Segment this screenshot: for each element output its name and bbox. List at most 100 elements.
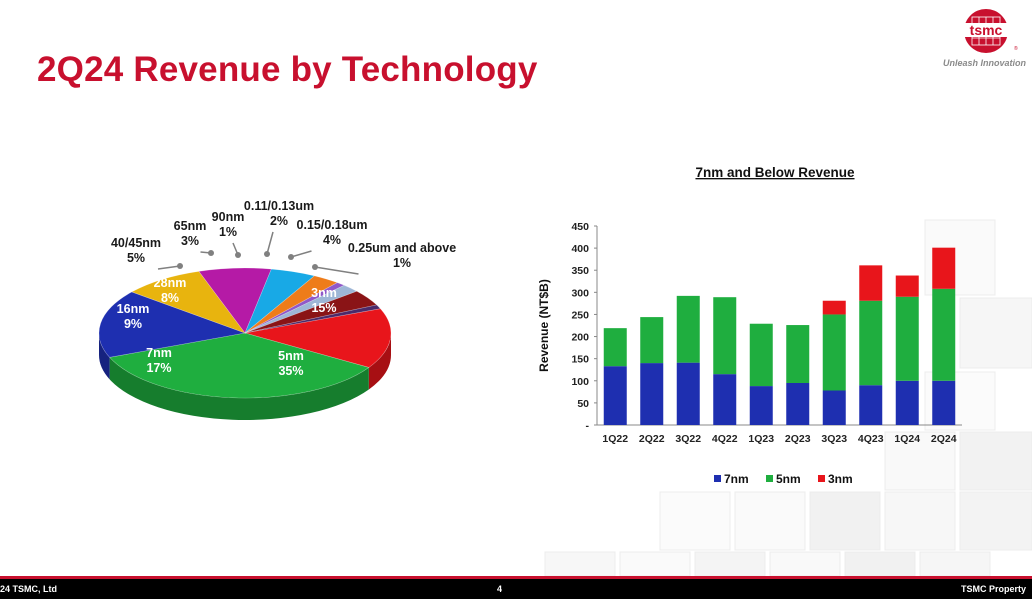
y-tick-label: 350 [571,265,589,277]
bar-3nm-2q24 [932,247,956,289]
pie-leader-0-25um-and-above [314,266,359,275]
pie-leader-dot-65nm [208,250,214,256]
bar-7nm-4q22 [713,374,737,425]
pie-value-28nm: 8% [161,291,179,305]
pie-side-3nm [368,333,391,390]
pie-value-40-45nm: 5% [127,251,145,265]
pie-label-0-15-0-18um: 0.15/0.18um [297,218,368,232]
pie-side-7nm [99,333,110,380]
pie-value-65nm: 3% [181,234,199,248]
y-tick-label: 100 [571,376,589,388]
y-tick-label: 150 [571,354,589,366]
bar-5nm-2q24 [932,288,956,381]
pie-value-5nm: 35% [278,364,303,378]
pie-value-16nm: 9% [124,317,142,331]
pie-label-3nm: 3nm [311,286,337,300]
y-tick-label: - [586,420,590,432]
y-tick-label: 400 [571,243,589,255]
pie-slice-65nm [244,275,339,334]
pie-label-7nm: 7nm [146,346,172,360]
bar-chart-title: 7nm and Below Revenue [695,165,855,180]
legend-swatch-5nm [766,475,773,482]
bar-7nm-4q23 [859,385,883,425]
pie-label-0-25um-and-above: 0.25um and above [348,241,456,255]
pie-slice-3nm [244,308,392,368]
bar-5nm-3q23 [822,314,846,391]
bar-5nm-3q22 [676,295,700,363]
bar-7nm-1q24 [895,380,919,425]
pie-value-3nm: 15% [311,301,336,315]
pie-label-0-11-0-13um: 0.11/0.13um [244,199,314,213]
x-tick-label: 4Q23 [858,433,884,445]
pie-label-90nm: 90nm [212,210,245,224]
bar-5nm-1q22 [603,328,627,367]
slide-title: 2Q24 Revenue by Technology [37,50,538,89]
pie-value-0-25um-and-above: 1% [393,256,411,270]
bar-5nm-2q22 [640,317,664,364]
bar-3nm-1q24 [895,275,919,297]
pie-slice-28nm [198,267,272,334]
tsmc-logo-icon: tsmc ® [962,9,1018,53]
bar-5nm-4q22 [713,297,737,375]
pie-slice-90nm [244,282,345,334]
pie-leader-0-11-0-13um [266,231,274,255]
pie-label-28nm: 28nm [154,276,187,290]
pie-slice-7nm [98,291,247,358]
x-tick-label: 2Q23 [785,433,811,445]
bar-7nm-1q22 [603,366,627,425]
y-tick-label: 250 [571,309,589,321]
legend-label-7nm: 7nm [724,472,749,486]
pie-value-0-15-0-18um: 4% [323,233,341,247]
x-tick-label: 1Q24 [894,433,920,445]
pie-label-40-45nm: 40/45nm [111,236,161,250]
pie-leader-dot-90nm [235,252,241,258]
legend-label-3nm: 3nm [828,472,853,486]
pie-label-65nm: 65nm [174,219,207,233]
pie-value-7nm: 17% [146,361,171,375]
logo-text: tsmc [970,22,1003,38]
bar-3nm-4q23 [859,265,883,301]
pie-slice-0-25um-and-above [244,304,381,334]
pie-leader-dot-0-11-0-13um [264,251,270,257]
pie-label-5nm: 5nm [278,349,304,363]
x-tick-label: 2Q24 [931,433,957,445]
x-tick-label: 1Q23 [748,433,774,445]
pie-leader-0-15-0-18um [290,250,312,258]
x-tick-label: 4Q22 [712,433,738,445]
bar-7nm-2q22 [640,363,664,425]
footer-property: TSMC Property [960,584,1026,594]
y-tick-label: 450 [571,221,589,233]
pie-value-90nm: 1% [219,225,237,239]
y-tick-label: 200 [571,332,589,344]
pie-slice-40-45nm [244,268,316,334]
page-number: 4 [497,584,503,594]
bar-chart-svg: 7nm and Below Revenue - 50 100 150 200 250 300 3… [537,165,962,486]
pie-slice-0-15-0-18um [244,290,378,334]
footer-divider [0,576,1032,579]
svg-text:®: ® [1014,45,1018,52]
pie-leader-dot-40-45nm [177,263,183,269]
pie-slice-5nm [109,332,370,399]
y-axis-label: Revenue (NT$B) [537,279,551,372]
pie-leader-40-45nm [157,265,181,270]
bar-5nm-4q23 [859,300,883,386]
x-tick-label: 2Q22 [639,433,665,445]
bar-5nm-1q23 [749,323,773,387]
pie-slice-16nm [131,270,246,334]
bar-3nm-3q23 [822,300,846,315]
pie-leader-dot-0-25um-and-above [312,264,318,270]
x-tick-label: 3Q22 [675,433,701,445]
technology-pie-chart: 3nm 15% 5nm 35% 7nm 17% 16nm 9% 28nm 8% 40/45nm 5% 6… [0,150,520,480]
x-tick-label: 1Q22 [602,433,628,445]
pie-leader-dot-0-15-0-18um [288,254,294,260]
bar-5nm-1q24 [895,296,919,381]
pie-label-16nm: 16nm [117,302,150,316]
bar-7nm-3q23 [822,390,846,425]
legend-label-5nm: 5nm [776,472,801,486]
seven-nm-bar-chart: 7nm and Below Revenue - 50 100 150 200 250 300 3… [520,150,1032,510]
bar-7nm-3q22 [676,362,700,425]
legend-swatch-7nm [714,475,721,482]
bar-7nm-2q24 [932,380,956,425]
